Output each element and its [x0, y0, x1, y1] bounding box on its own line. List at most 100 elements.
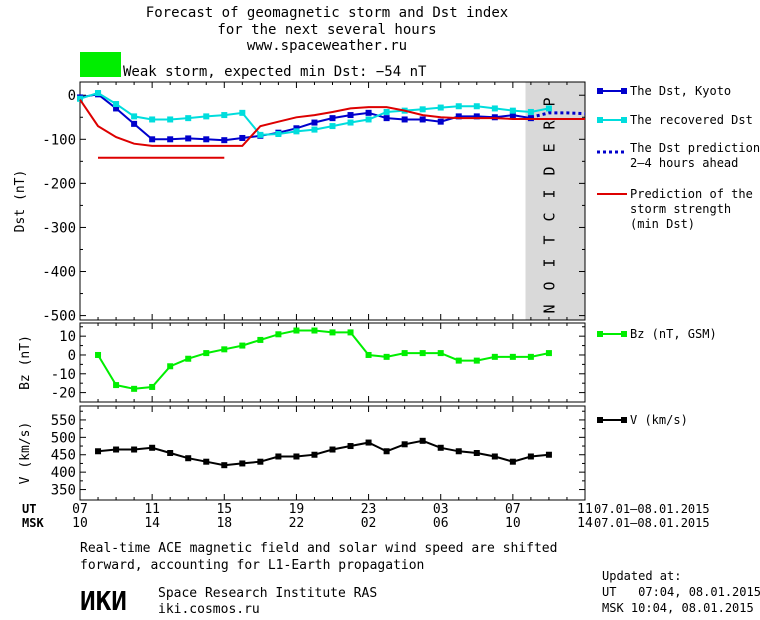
data-point: [149, 116, 156, 123]
storm-level-text: Weak storm, expected min Dst: −54 nT: [123, 64, 427, 80]
data-point: [239, 134, 246, 141]
time-axis-ticks: 07 11 15 19 23 03 07 11 10 14 18 22 02 06 10 14: [72, 502, 593, 531]
data-point: [419, 437, 426, 444]
data-point: [527, 108, 534, 115]
data-point: [347, 112, 354, 119]
legend-storm-strength-line-3: (min Dst): [630, 217, 695, 231]
data-point: [419, 350, 426, 357]
prediction-letter: D: [540, 166, 558, 175]
legend-dst-prediction: The Dst prediction 2–4 hours ahead: [597, 141, 760, 170]
msk-tick-label: 10: [505, 516, 521, 531]
legend-bz-label: Bz (nT, GSM): [630, 327, 717, 341]
legend-v-label: V (km/s): [630, 413, 688, 427]
data-point: [329, 115, 336, 122]
data-point: [491, 453, 498, 460]
legend-dst-kyoto: The Dst, Kyoto: [597, 84, 731, 98]
msk-axis-label: MSK: [22, 516, 44, 530]
updated-msk: MSK 10:04, 08.01.2015: [602, 601, 754, 615]
data-point: [239, 109, 246, 116]
y-tick-label: -300: [42, 220, 76, 236]
storm-level-swatch: [80, 52, 121, 77]
updated-label: Updated at:: [602, 569, 681, 583]
title-line-1: Forecast of geomagnetic storm and Dst in…: [146, 5, 508, 21]
y-tick-label: 500: [51, 430, 76, 446]
y-axis-label: Bz (nT): [18, 335, 33, 390]
data-point: [185, 115, 192, 122]
data-point: [311, 327, 318, 334]
data-point: [383, 115, 390, 122]
data-point: [113, 101, 120, 108]
data-point: [491, 353, 498, 360]
data-point: [275, 131, 282, 138]
data-point: [221, 112, 228, 119]
data-point: [527, 353, 534, 360]
data-point: [221, 346, 228, 353]
series-line: [79, 99, 585, 147]
data-point: [311, 126, 318, 133]
data-point: [185, 355, 192, 362]
y-tick-label: -100: [42, 132, 76, 148]
bz-panel: 10 0 -10 -20 Bz (nT): [18, 322, 586, 403]
data-point: [185, 455, 192, 462]
ut-tick-label: 11: [577, 502, 593, 517]
ut-tick-label: 23: [361, 502, 377, 517]
prediction-letter: R: [540, 120, 558, 130]
legend-dst-prediction-line-2: 2–4 hours ahead: [630, 156, 738, 170]
data-point: [185, 135, 192, 142]
data-point: [293, 453, 300, 460]
data-point: [401, 441, 408, 448]
data-point: [167, 450, 174, 456]
data-point: [419, 106, 426, 113]
ut-tick-label: 07: [72, 502, 88, 517]
data-point: [347, 119, 354, 126]
footer-note-line-1: Real-time ACE magnetic field and solar w…: [80, 541, 557, 556]
dst-panel: P R E D I C T I O N 0 -100 -200 -300 -400 -500 Dst (nT): [13, 81, 586, 325]
msk-tick-label: 02: [361, 516, 377, 531]
data-point: [131, 385, 138, 392]
ut-tick-label: 07: [505, 502, 521, 517]
data-point: [221, 137, 228, 144]
legend: The Dst, Kyoto The recovered Dst The Dst…: [597, 84, 760, 427]
prediction-zone: [525, 82, 585, 320]
legend-dst-prediction-line-1: The Dst prediction: [630, 141, 760, 155]
data-point: [275, 453, 282, 460]
msk-tick-label: 14: [144, 516, 160, 531]
data-point: [383, 353, 390, 360]
iki-logo: ИКИ: [80, 587, 127, 617]
data-point: [311, 119, 318, 126]
data-point: [473, 357, 480, 364]
footer-note-line-2: forward, accounting for L1-Earth propaga…: [80, 558, 424, 573]
msk-date-range: 07.01–08.01.2015: [594, 516, 710, 530]
series-line: [97, 439, 549, 467]
legend-dst-kyoto-label: The Dst, Kyoto: [630, 84, 731, 98]
legend-recovered-dst-label: The recovered Dst: [630, 113, 753, 127]
y-tick-label: 10: [59, 329, 76, 345]
y-tick-label: -400: [42, 265, 76, 281]
data-point: [113, 105, 120, 112]
data-point: [203, 136, 210, 143]
data-point: [347, 329, 354, 336]
institute-name: Space Research Institute RAS: [158, 586, 377, 601]
data-point: [545, 451, 552, 458]
data-point: [131, 446, 138, 453]
data-point: [329, 446, 336, 453]
data-point: [419, 116, 426, 123]
prediction-letter: E: [540, 143, 558, 152]
data-point: [95, 90, 102, 97]
data-point: [437, 118, 444, 125]
series-line: [97, 329, 550, 390]
data-point: [275, 331, 282, 338]
prediction-label: P R E D I C T I O N: [540, 97, 558, 313]
data-point: [401, 350, 408, 357]
data-point: [401, 116, 408, 123]
panel-frame: [79, 405, 586, 501]
data-point: [167, 363, 174, 370]
data-point: [113, 382, 120, 389]
data-point: [455, 357, 462, 364]
data-point: [239, 460, 246, 467]
msk-tick-label: 14: [577, 516, 593, 531]
data-point: [203, 350, 210, 357]
legend-storm-strength-line-1: Prediction of the: [630, 187, 753, 201]
